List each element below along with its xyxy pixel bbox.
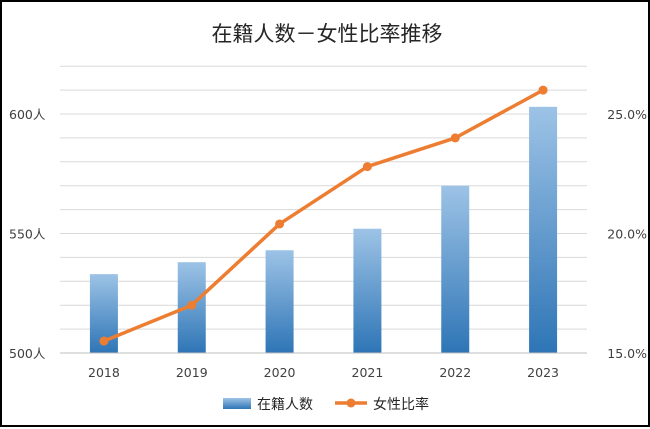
grid-layer bbox=[60, 65, 587, 330]
y-right-tick-label: 25.0% bbox=[607, 107, 647, 122]
legend-swatch-marker bbox=[346, 398, 356, 408]
legend-label-line: 女性比率 bbox=[373, 396, 429, 413]
ratio-point-2020 bbox=[275, 219, 285, 229]
bar-2022 bbox=[441, 185, 470, 353]
ratio-point-2018 bbox=[99, 336, 109, 346]
y-right-tick-label: 20.0% bbox=[607, 227, 647, 242]
bar-layer bbox=[89, 106, 558, 353]
ratio-point-2021 bbox=[362, 162, 372, 172]
x-tick-label: 2019 bbox=[176, 365, 208, 380]
legend: 在籍人数 女性比率 bbox=[223, 396, 429, 413]
ratio-point-2023 bbox=[538, 85, 548, 95]
legend-label-bars: 在籍人数 bbox=[257, 396, 313, 413]
x-tick-label: 2020 bbox=[264, 365, 296, 380]
legend-swatch-bars bbox=[223, 398, 251, 409]
bar-2021 bbox=[353, 228, 382, 353]
x-tick-label: 2022 bbox=[439, 365, 471, 380]
line-layer bbox=[99, 85, 548, 346]
x-tick-label: 2021 bbox=[352, 365, 384, 380]
x-tick-label: 2023 bbox=[527, 365, 559, 380]
ratio-point-2022 bbox=[450, 133, 460, 143]
y-right-tick-label: 15.0% bbox=[607, 346, 647, 361]
y-left-tick-label: 550人 bbox=[9, 227, 46, 242]
y-left-tick-label: 500人 bbox=[9, 346, 46, 361]
chart-title: 在籍人数－女性比率推移 bbox=[212, 22, 443, 46]
bar-2020 bbox=[265, 250, 294, 353]
axis-layer: 2018 2019 2020 2021 2022 2023 500人 550人 600人 15.0… bbox=[9, 107, 647, 380]
ratio-line bbox=[103, 88, 544, 343]
x-tick-label: 2018 bbox=[88, 365, 120, 380]
y-left-tick-label: 600人 bbox=[9, 107, 46, 122]
bar-2023 bbox=[529, 106, 558, 353]
ratio-point-2019 bbox=[187, 300, 197, 310]
